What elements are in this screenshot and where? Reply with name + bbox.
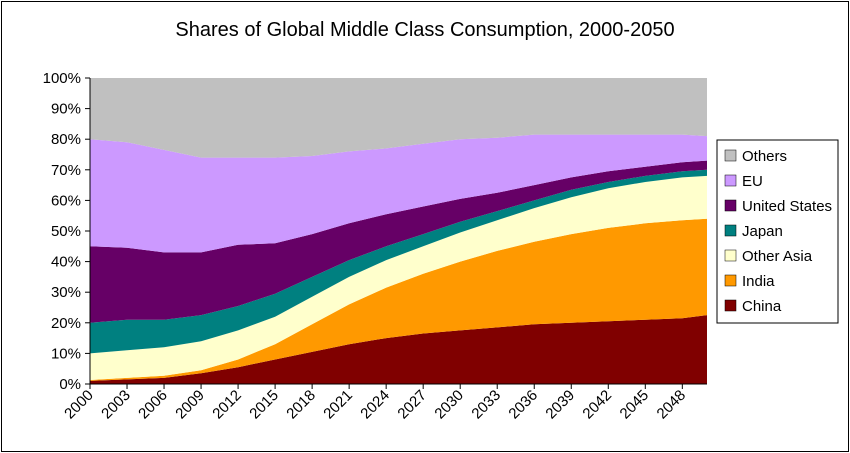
- legend-swatch-others: [724, 149, 737, 162]
- x-tick-label: 2006: [135, 387, 171, 423]
- x-tick-label: 2033: [468, 387, 504, 423]
- y-tick-label: 90%: [51, 101, 81, 118]
- x-tick-label: 2003: [98, 387, 134, 423]
- legend-label-other-asia: Other Asia: [742, 248, 813, 265]
- legend-label-china: China: [742, 298, 782, 315]
- y-tick-label: 20%: [51, 315, 81, 332]
- area-others: [90, 78, 707, 158]
- y-tick-label: 80%: [51, 131, 81, 148]
- area-eu: [90, 134, 707, 253]
- y-tick-label: 40%: [51, 254, 81, 271]
- legend-swatch-united-states: [724, 199, 737, 212]
- x-tick-label: 2027: [394, 387, 430, 423]
- area-japan: [90, 169, 707, 354]
- legend-label-eu: EU: [742, 173, 763, 190]
- x-tick-label: 2015: [246, 387, 282, 423]
- x-tick-label: 2036: [505, 387, 541, 423]
- y-tick-label: 70%: [51, 162, 81, 179]
- x-tick-label: 2021: [320, 387, 356, 423]
- area-united-states: [90, 160, 707, 323]
- y-tick-label: 100%: [43, 70, 81, 87]
- y-axis: 0% 10% 20% 30% 40% 50% 60% 70% 80% 90% 100%: [43, 70, 91, 393]
- legend-box: [716, 139, 839, 324]
- legend-label-united-states: United States: [742, 198, 832, 215]
- x-tick-label: 2009: [172, 387, 208, 423]
- y-tick-label: 0%: [59, 376, 81, 393]
- x-tick-label: 2012: [209, 387, 245, 423]
- y-tick-label: 30%: [51, 284, 81, 301]
- chart-title: Shares of Global Middle Class Consumptio…: [175, 19, 674, 41]
- area-layers: [90, 78, 707, 384]
- legend-swatch-india: [724, 274, 737, 287]
- legend-swatch-other-asia: [724, 249, 737, 262]
- legend-label-others: Others: [742, 148, 787, 165]
- legend-swatch-japan: [724, 224, 737, 237]
- area-china: [90, 315, 707, 384]
- legend: Others EU United States Japan Other Asia Indi…: [716, 139, 839, 324]
- x-tick-label: 2048: [654, 387, 690, 423]
- y-tick-label: 60%: [51, 192, 81, 209]
- x-tick-label: 2042: [579, 387, 615, 423]
- x-axis: 2000 2003 2006 2009 2012 2015 2018 2021 2024 2027…: [61, 383, 707, 423]
- x-tick-label: 2045: [617, 387, 653, 423]
- x-tick-label: 2039: [542, 387, 578, 423]
- legend-label-india: India: [742, 273, 775, 290]
- y-tick-label: 10%: [51, 345, 81, 362]
- legend-swatch-china: [724, 299, 737, 312]
- legend-label-japan: Japan: [742, 223, 783, 240]
- x-tick-label: 2018: [283, 387, 319, 423]
- area-other-asia: [90, 175, 707, 380]
- x-tick-label: 2024: [357, 387, 393, 423]
- y-tick-label: 50%: [51, 223, 81, 240]
- area-india: [90, 218, 707, 381]
- legend-swatch-eu: [724, 174, 737, 187]
- x-tick-label: 2030: [431, 387, 467, 423]
